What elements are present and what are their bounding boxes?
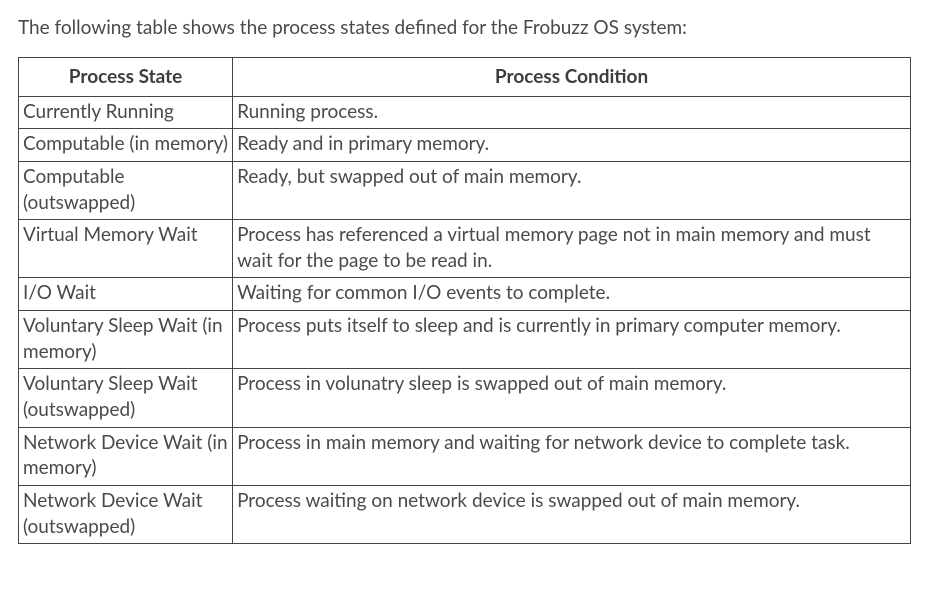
intro-text: The following table shows the process st… (18, 16, 911, 39)
col-header-condition: Process Condition (233, 58, 911, 97)
cell-condition: Ready, but swapped out of main memory. (233, 161, 911, 219)
table-row: Virtual Memory Wait Process has referenc… (19, 220, 911, 278)
cell-state: Network Device Wait (in memory) (19, 427, 233, 485)
cell-condition: Process waiting on network device is swa… (233, 485, 911, 543)
table-row: I/O Wait Waiting for common I/O events t… (19, 278, 911, 311)
cell-state: Voluntary Sleep Wait (in memory) (19, 311, 233, 369)
cell-condition: Ready and in primary memory. (233, 129, 911, 162)
process-states-table: Process State Process Condition Currentl… (18, 57, 911, 544)
table-row: Network Device Wait (in memory) Process … (19, 427, 911, 485)
col-header-state: Process State (19, 58, 233, 97)
cell-condition: Process in volunatry sleep is swapped ou… (233, 369, 911, 427)
cell-state: I/O Wait (19, 278, 233, 311)
table-row: Computable (outswapped) Ready, but swapp… (19, 161, 911, 219)
cell-state: Voluntary Sleep Wait (outswapped) (19, 369, 233, 427)
table-row: Computable (in memory) Ready and in prim… (19, 129, 911, 162)
cell-state: Virtual Memory Wait (19, 220, 233, 278)
table-row: Voluntary Sleep Wait (in memory) Process… (19, 311, 911, 369)
cell-condition: Waiting for common I/O events to complet… (233, 278, 911, 311)
cell-condition: Process in main memory and waiting for n… (233, 427, 911, 485)
cell-state: Network Device Wait (outswapped) (19, 485, 233, 543)
table-row: Voluntary Sleep Wait (outswapped) Proces… (19, 369, 911, 427)
cell-condition: Process has referenced a virtual memory … (233, 220, 911, 278)
table-row: Currently Running Running process. (19, 96, 911, 129)
table-row: Network Device Wait (outswapped) Process… (19, 485, 911, 543)
cell-condition: Running process. (233, 96, 911, 129)
table-header-row: Process State Process Condition (19, 58, 911, 97)
cell-state: Computable (in memory) (19, 129, 233, 162)
cell-state: Computable (outswapped) (19, 161, 233, 219)
cell-state: Currently Running (19, 96, 233, 129)
cell-condition: Process puts itself to sleep and is curr… (233, 311, 911, 369)
